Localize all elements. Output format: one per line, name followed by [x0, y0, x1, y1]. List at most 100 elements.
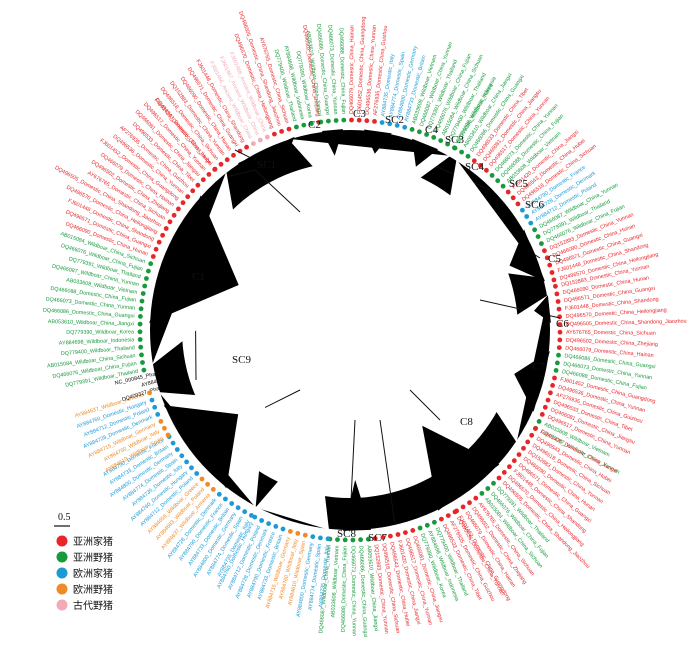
scale-bar-label: 0.5 — [58, 512, 71, 523]
leaf-dot — [235, 505, 241, 511]
clade-label-c4: C4 — [425, 124, 438, 136]
leaf-dot — [556, 306, 562, 312]
leaf-dot — [402, 124, 408, 130]
collapsed-clade-c6 — [534, 295, 551, 323]
leaf-dot — [553, 283, 558, 289]
leaf-dot — [333, 118, 339, 123]
leaf-dot — [364, 118, 370, 124]
leaf-dot — [467, 500, 472, 506]
leaf-dot — [438, 138, 444, 144]
leaf-dot — [409, 126, 415, 132]
leaf-dot — [139, 352, 144, 358]
leaf-dot — [155, 412, 161, 417]
leaf-dot — [556, 345, 562, 350]
leaf-dot — [424, 522, 430, 528]
leaf-label: DQ496502_Domestic_China_Zhejiang — [566, 338, 658, 348]
leaf-dot — [318, 119, 324, 125]
leaf-dot — [242, 509, 248, 515]
leaf-dot — [185, 194, 191, 200]
leaf-dot — [148, 261, 154, 267]
leaf-dot — [170, 440, 176, 446]
leaf-dot — [171, 212, 177, 218]
leaf-dot — [501, 470, 507, 475]
leaf-dot — [273, 524, 279, 529]
leaf-dot — [231, 152, 236, 158]
leaf-dot — [536, 419, 542, 424]
tree-branch — [379, 419, 396, 526]
clade-gap — [287, 138, 451, 221]
leaf-dot — [532, 227, 537, 233]
clade-label-sc5: SC5 — [509, 178, 528, 190]
collapsed-clades — [149, 129, 551, 531]
leaf-dot — [356, 117, 362, 123]
leaf-dot — [272, 131, 277, 137]
leaf-dot — [544, 255, 550, 261]
leaf-dot — [545, 397, 551, 403]
legend: 亚洲家猪 亚洲野猪 欧洲家猪 欧洲野猪 古代野猪 — [56, 535, 113, 612]
leaf-dot — [395, 532, 401, 537]
leaf-dot — [555, 299, 561, 304]
leaf-dot — [195, 182, 201, 188]
leaf-dot — [160, 232, 166, 238]
leaf-dot — [266, 521, 271, 526]
collapsed-clade-sc1 — [237, 136, 295, 176]
legend-item-asian-wildboar: 亚洲野猪 — [56, 551, 113, 564]
leaf-dot — [380, 535, 386, 540]
leaf-dot — [162, 425, 167, 431]
leaf-dot — [137, 337, 143, 342]
leaf-dots-ring — [137, 117, 563, 543]
leaf-dot — [473, 495, 479, 501]
leaf-dot — [460, 504, 466, 510]
leaf-dot — [149, 397, 155, 403]
leaf-dot — [505, 189, 511, 195]
leaf-dot — [387, 121, 393, 127]
clade-label-c5: C5 — [548, 253, 561, 265]
leaf-dot — [174, 447, 180, 452]
collapsed-clade-c1 — [149, 195, 239, 323]
leaf-dot — [365, 536, 371, 542]
leaf-dot — [205, 481, 211, 487]
leaf-dot — [190, 188, 196, 194]
clade-label-c1: C1 — [192, 271, 205, 283]
leaf-dot — [350, 537, 356, 543]
leaf-dot — [294, 124, 299, 130]
clade-label-sc6: SC6 — [525, 199, 544, 211]
leaf-dot — [335, 537, 340, 542]
leaf-dot — [495, 178, 501, 184]
leaf-dot — [218, 161, 224, 167]
clade-label-c3: C3 — [353, 108, 366, 120]
leaf-dot — [394, 123, 400, 128]
leaf-dot — [216, 491, 222, 497]
leaf-dot — [489, 173, 495, 178]
leaf-dot — [184, 459, 190, 465]
clade-gap — [457, 295, 548, 443]
leaf-dot — [279, 129, 284, 134]
legend-label: 亚洲野猪 — [73, 552, 113, 564]
leaf-dot — [144, 276, 149, 281]
clade-label-c7: C7 — [532, 361, 545, 373]
leaf-dot — [249, 513, 254, 518]
leaf-dot — [524, 214, 530, 219]
leaf-label: DQ466073_Domestic_China_Yunnan — [326, 25, 338, 115]
leaf-dot — [341, 117, 347, 123]
leaf-dot — [194, 471, 200, 476]
leaf-dot — [445, 513, 451, 518]
leaf-dot — [210, 487, 216, 492]
leaf-dot — [142, 283, 148, 289]
leaf-dot — [165, 432, 171, 438]
leaf-label: DQ466073_Domestic_China_Yunnan — [350, 546, 357, 636]
leaf-dot — [137, 329, 143, 335]
leaf-dot — [223, 496, 228, 502]
leaf-dot — [310, 534, 316, 540]
clade-label-c6: C6 — [556, 318, 569, 330]
leaf-dot — [417, 525, 423, 531]
leaf-label: AB053610_Wildboar_China_Jiangxi — [48, 319, 134, 327]
leaf-dot — [138, 306, 144, 312]
leaf-dot — [176, 206, 181, 212]
collapsed-clade-sc8 — [422, 425, 500, 511]
leaf-dot — [179, 453, 185, 459]
leaf-dot — [525, 439, 531, 445]
collapsed-clade-c5 — [509, 229, 545, 282]
leaf-dot — [264, 134, 270, 140]
